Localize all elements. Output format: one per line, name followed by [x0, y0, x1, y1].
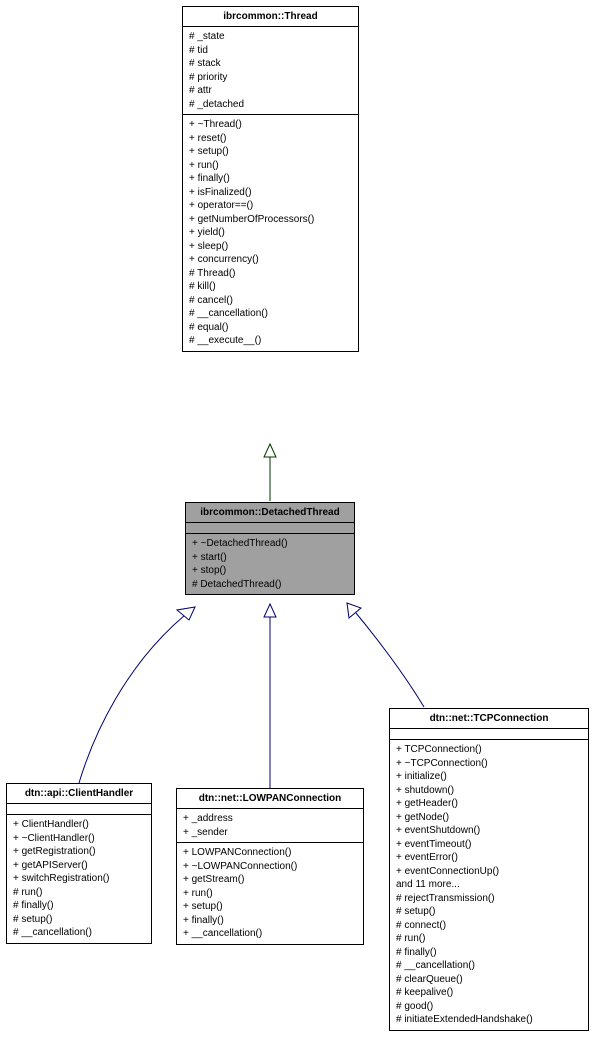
class-title: ibrcommon::Thread	[183, 7, 358, 27]
class-operations: + LOWPANConnection() + ~LOWPANConnection…	[177, 843, 363, 944]
arrow-e1	[264, 444, 276, 457]
class-attributes: + _address + _sender	[177, 809, 363, 843]
class-thread: ibrcommon::Thread# _state # tid # stack …	[182, 6, 359, 352]
class-attributes	[390, 729, 588, 740]
class-tcp: dtn::net::TCPConnection+ TCPConnection()…	[389, 708, 589, 1031]
arrow-e4	[347, 603, 361, 618]
class-operations: + ~Thread() + reset() + setup() + run() …	[183, 115, 358, 351]
class-operations: + ~DetachedThread() + start() + stop() #…	[186, 534, 354, 594]
class-operations: + ClientHandler() + ~ClientHandler() + g…	[7, 815, 151, 943]
edge-e4	[356, 613, 424, 707]
arrow-e3	[264, 604, 276, 617]
class-title: dtn::api::ClientHandler	[7, 784, 151, 804]
class-attributes: # _state # tid # stack # priority # attr…	[183, 27, 358, 115]
class-clienthandler: dtn::api::ClientHandler+ ClientHandler()…	[6, 783, 152, 944]
arrow-e2	[177, 607, 195, 620]
class-attributes	[7, 804, 151, 815]
edge-e2	[79, 615, 185, 783]
class-operations: + TCPConnection() + ~TCPConnection() + i…	[390, 740, 588, 1030]
class-title: ibrcommon::DetachedThread	[186, 503, 354, 523]
class-title: dtn::net::LOWPANConnection	[177, 789, 363, 809]
class-detached: ibrcommon::DetachedThread+ ~DetachedThre…	[185, 502, 355, 595]
class-attributes	[186, 523, 354, 534]
class-lowpan: dtn::net::LOWPANConnection+ _address + _…	[176, 788, 364, 945]
class-title: dtn::net::TCPConnection	[390, 709, 588, 729]
